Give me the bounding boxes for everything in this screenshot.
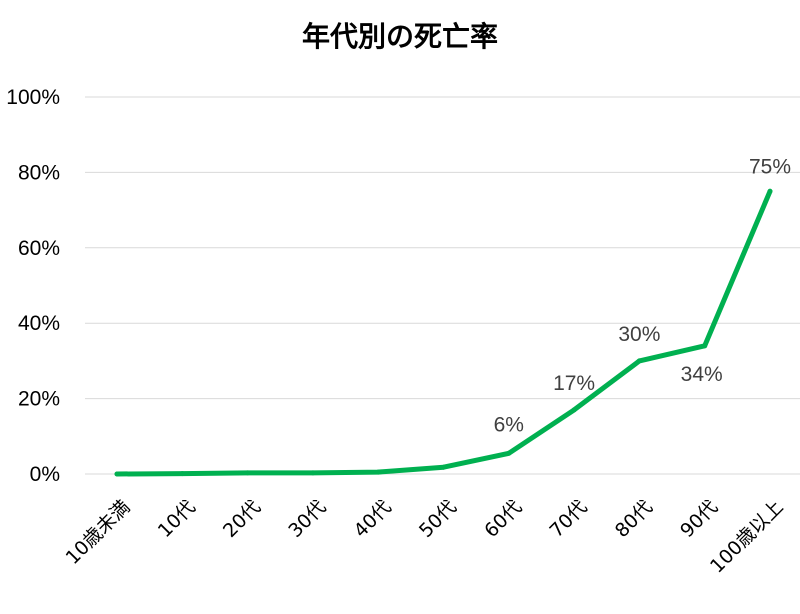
data-point — [767, 188, 773, 194]
series-line — [114, 188, 773, 477]
y-axis-tick-labels: 0% 20% 40% 60% 80% 100% — [6, 86, 60, 486]
data-point — [506, 450, 512, 456]
data-label: 34% — [681, 363, 723, 386]
data-point — [310, 470, 316, 476]
data-point — [245, 470, 251, 476]
y-tick-label: 80% — [18, 161, 60, 184]
y-tick-label: 40% — [18, 312, 60, 335]
x-category-label: 60代 — [480, 496, 526, 542]
x-category-label: 80代 — [611, 496, 657, 542]
gridlines — [85, 96, 800, 475]
x-category-label: 90代 — [676, 496, 722, 542]
y-tick-label: 60% — [18, 237, 60, 260]
x-category-label: 20代 — [219, 496, 265, 542]
data-label: 30% — [618, 323, 660, 346]
x-category-label: 10代 — [154, 496, 200, 542]
x-category-label: 30代 — [284, 496, 330, 542]
data-point — [441, 464, 446, 470]
y-tick-label: 100% — [6, 86, 60, 109]
data-label: 75% — [749, 155, 791, 178]
data-labels: 6% 17% 30% 34% 75% — [494, 155, 791, 436]
y-tick-label: 0% — [30, 463, 60, 486]
y-tick-label: 20% — [18, 388, 60, 411]
data-label: 6% — [494, 413, 524, 436]
chart-title: 年代別の死亡率 — [302, 20, 498, 53]
x-category-label: 40代 — [350, 496, 396, 542]
series-line-group — [114, 188, 773, 477]
x-category-label: 10歳未満 — [62, 496, 135, 569]
data-point — [375, 469, 381, 475]
data-point — [571, 407, 577, 413]
data-point — [636, 358, 642, 364]
data-point — [114, 471, 120, 477]
data-label: 17% — [553, 372, 595, 395]
x-category-label: 70代 — [546, 496, 592, 542]
data-point — [702, 343, 708, 349]
x-category-label: 50代 — [415, 496, 461, 542]
data-point — [179, 471, 185, 477]
